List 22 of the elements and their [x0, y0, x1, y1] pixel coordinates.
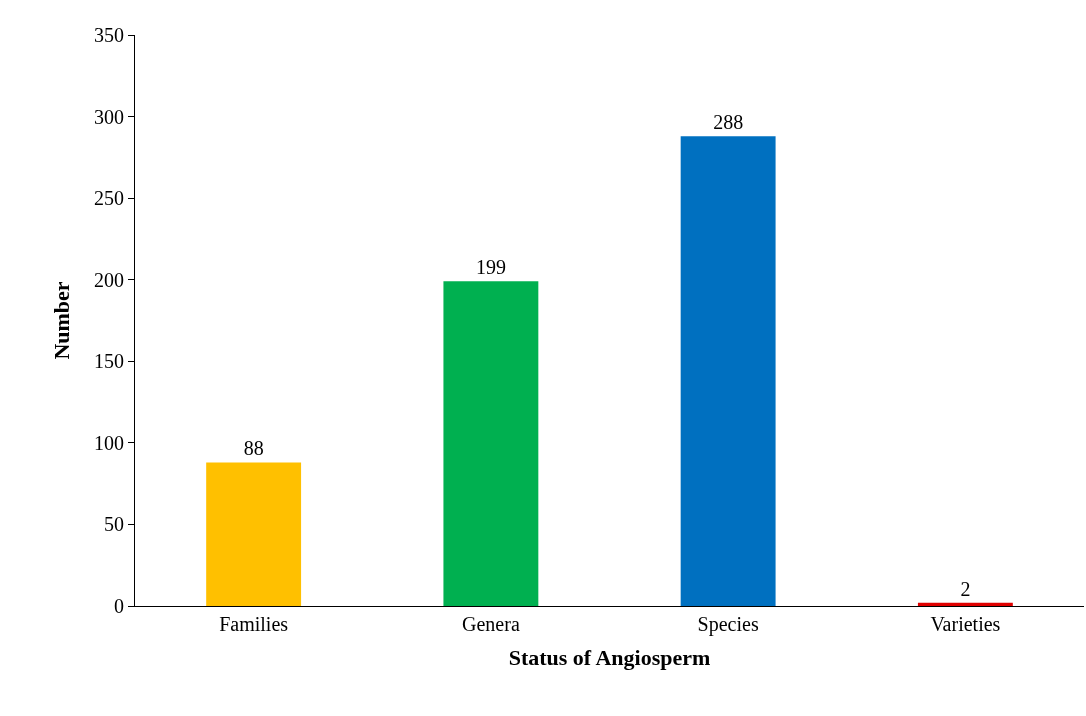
y-tick-label: 250: [94, 187, 124, 210]
y-tick-label: 50: [104, 513, 124, 536]
x-axis-title: Status of Angiosperm: [508, 644, 711, 670]
bar: [206, 462, 302, 606]
bar: [680, 136, 776, 606]
data-label: 88: [243, 437, 264, 460]
y-tick-label: 200: [94, 268, 124, 291]
x-tick-label: Families: [219, 613, 289, 635]
y-tick-label: 350: [94, 24, 124, 46]
data-label: 199: [475, 256, 506, 279]
y-tick-label: 0: [114, 595, 124, 617]
bar: [917, 602, 1013, 606]
y-tick-label: 300: [94, 105, 124, 128]
y-tick-label: 100: [94, 431, 124, 454]
x-tick-label: Genera: [462, 613, 520, 635]
bar: [443, 281, 539, 606]
data-label: 2: [960, 577, 971, 600]
y-tick-label: 150: [94, 350, 124, 373]
data-label: 288: [713, 111, 744, 134]
x-tick-label: Varieties: [930, 613, 1001, 635]
y-axis-title: Number: [48, 281, 74, 360]
x-tick-label: Species: [697, 613, 759, 636]
